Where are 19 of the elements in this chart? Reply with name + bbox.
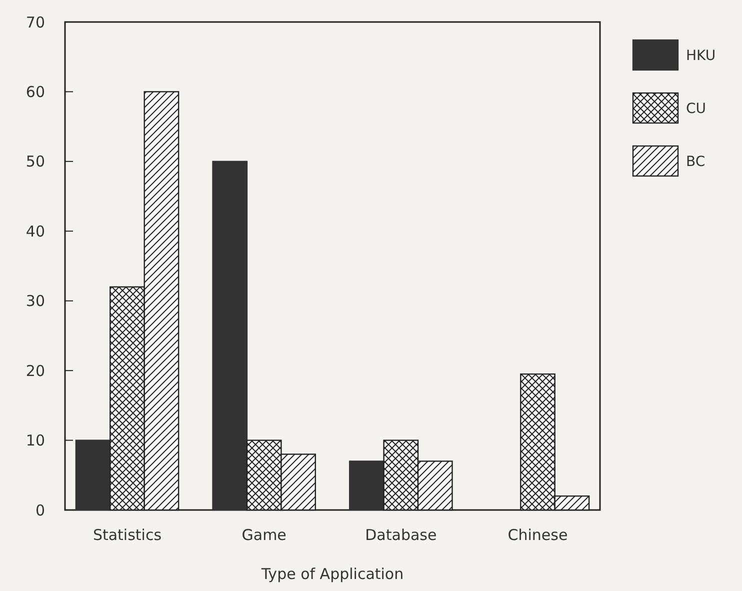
bar	[212, 160, 248, 511]
bar	[349, 460, 384, 511]
y-tick-label: 60	[26, 82, 45, 101]
y-tick-label: 70	[26, 13, 45, 32]
y-tick-label: 40	[26, 222, 45, 240]
y-tick-label: 30	[26, 292, 45, 310]
y-tick-label: 50	[26, 152, 45, 171]
y-tick-label: 20	[26, 362, 45, 380]
bar	[75, 440, 111, 511]
x-tick-label: Statistics	[92, 526, 162, 544]
legend-label: HKU	[686, 48, 716, 64]
y-tick-label: 0	[35, 501, 45, 520]
legend-label: CU	[686, 100, 706, 117]
x-tick-label: Game	[242, 526, 286, 544]
legend-label: BC	[686, 154, 706, 170]
x-tick-label: Database	[365, 526, 437, 544]
y-tick-label: 10	[26, 432, 45, 450]
x-tick-label: Chinese	[508, 526, 568, 544]
x-axis-title: Type of Application	[260, 565, 404, 583]
